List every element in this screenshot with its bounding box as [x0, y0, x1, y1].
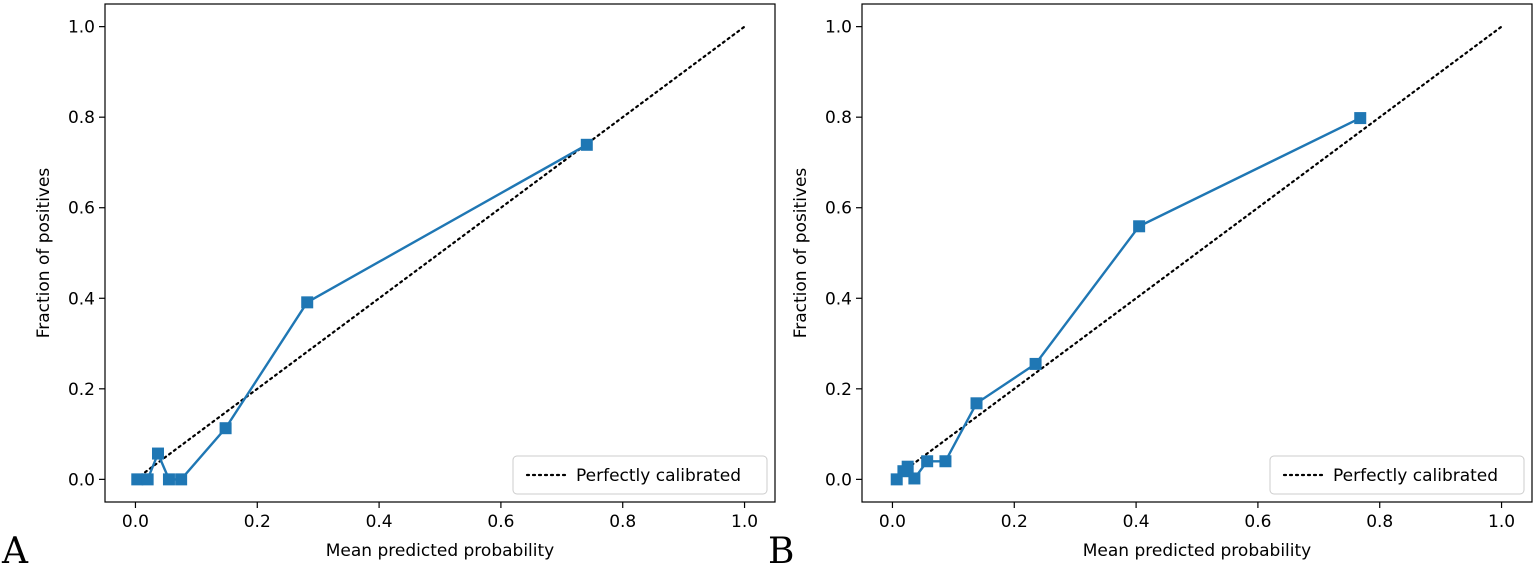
y-tick-label: 0.4: [825, 289, 852, 309]
x-tick-label: 0.0: [879, 512, 906, 532]
y-tick-label: 0.6: [825, 199, 852, 219]
data-point-marker: [901, 460, 914, 473]
x-tick-label: 0.6: [1244, 512, 1271, 532]
data-point-marker: [970, 397, 983, 410]
y-tick-label: 0.2: [68, 380, 95, 400]
legend: Perfectly calibrated: [512, 455, 768, 495]
data-point-marker: [1133, 220, 1146, 233]
calibration-plot-b: 0.0 0.2 0.4 0.6 0.8 1.0 0.0 0.2 0.4 0.6 0.8 1.0 Mea…: [768, 3, 1533, 572]
y-tick-label: 0.4: [68, 289, 95, 309]
plot-area-frame: [104, 3, 776, 503]
data-point-marker: [151, 447, 164, 460]
legend-label: Perfectly calibrated: [576, 466, 741, 486]
x-tick-label: 0.2: [1001, 512, 1028, 532]
data-point-marker: [1029, 357, 1042, 370]
y-tick-label: 1.0: [825, 18, 852, 38]
data-point-marker: [939, 455, 952, 468]
y-tick-label: 1.0: [68, 18, 95, 38]
x-tick-label: 1.0: [1488, 512, 1515, 532]
legend-box: [512, 455, 768, 495]
data-point-marker: [175, 473, 188, 486]
x-axis-title: Mean predicted probability: [1083, 541, 1311, 561]
data-point-marker: [908, 472, 921, 485]
calibration-plot-a: 0.0 0.2 0.4 0.6 0.8 1.0 0.0 0.2 0.4 0.6 0.8 1.0 Mea…: [1, 3, 776, 572]
y-axis-title: Fraction of positives: [34, 168, 54, 339]
data-point-marker: [141, 473, 154, 486]
y-tick-label: 0.8: [68, 108, 95, 128]
x-tick-label: 0.8: [609, 512, 636, 532]
x-tick-label: 0.8: [1366, 512, 1393, 532]
y-tick-label: 0.0: [68, 470, 95, 490]
x-tick-label: 0.0: [122, 512, 149, 532]
perfect-calibration-line: [891, 25, 1503, 481]
x-axis-title: Mean predicted probability: [326, 541, 554, 561]
data-point-marker: [580, 138, 593, 151]
data-point-marker: [219, 422, 232, 435]
x-tick-label: 0.4: [1123, 512, 1150, 532]
y-tick-label: 0.6: [68, 199, 95, 219]
y-tick-label: 0.8: [825, 108, 852, 128]
plot-area-frame: [861, 3, 1533, 503]
data-point-marker: [131, 473, 144, 486]
panel-label: B: [768, 531, 794, 572]
y-axis-title: Fraction of positives: [791, 168, 811, 339]
x-tick-label: 0.6: [487, 512, 514, 532]
data-point-marker: [921, 455, 934, 468]
data-point-marker: [301, 296, 314, 309]
y-tick-label: 0.0: [825, 470, 852, 490]
x-tick-label: 0.4: [366, 512, 393, 532]
data-point-marker: [162, 473, 175, 486]
panel-label: A: [1, 531, 29, 572]
legend-box: [1269, 455, 1525, 495]
data-point-marker: [1354, 112, 1367, 125]
perfect-calibration-line: [134, 25, 746, 481]
legend: Perfectly calibrated: [1269, 455, 1525, 495]
x-tick-label: 0.2: [244, 512, 271, 532]
x-tick-label: 1.0: [731, 512, 758, 532]
y-tick-label: 0.2: [825, 380, 852, 400]
legend-label: Perfectly calibrated: [1333, 466, 1498, 486]
